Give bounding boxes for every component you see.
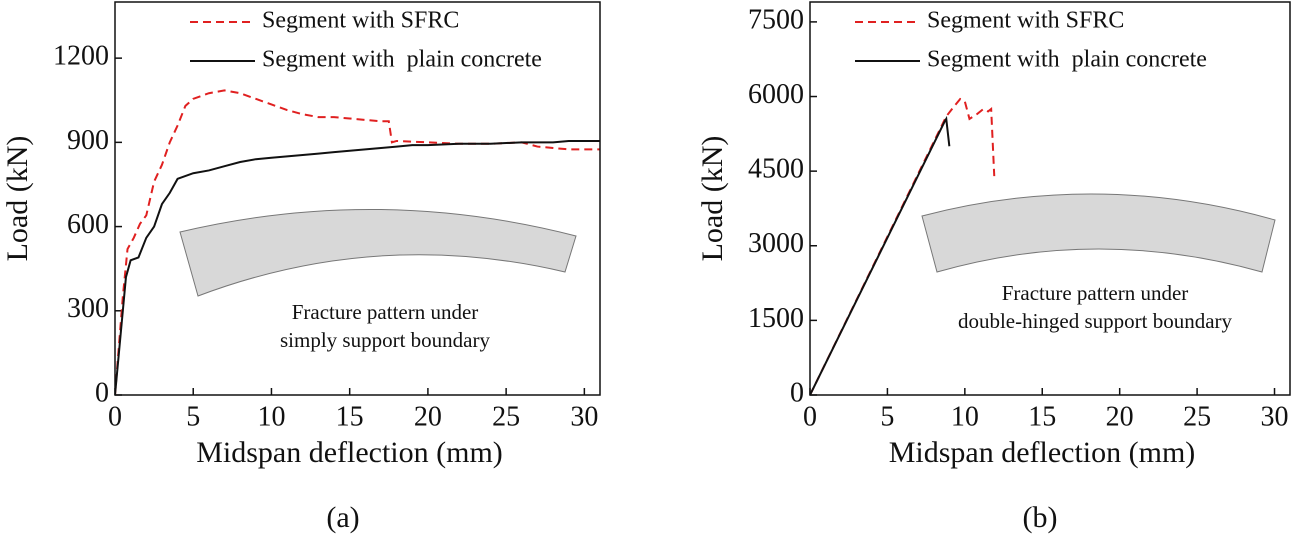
x-tick-label: 25 bbox=[492, 401, 520, 432]
x-tick-label: 20 bbox=[414, 401, 442, 432]
series-line bbox=[115, 139, 600, 395]
y-tick-label: 0 bbox=[790, 377, 804, 408]
x-tick-label: 10 bbox=[951, 401, 979, 432]
plot-frame bbox=[809, 1, 1291, 396]
annotation: simply support boundary bbox=[280, 328, 490, 352]
y-tick-label: 300 bbox=[67, 293, 109, 324]
y-tick-label: 7500 bbox=[748, 4, 804, 35]
x-tick-label: 15 bbox=[336, 401, 364, 432]
x-tick-label: 25 bbox=[1183, 401, 1211, 432]
y-axis-label: Load (kN) bbox=[696, 136, 729, 262]
x-tick-label: 5 bbox=[186, 401, 200, 432]
x-axis-label: Midspan deflection (mm) bbox=[196, 436, 503, 469]
y-axis-label: Load (kN) bbox=[1, 136, 34, 262]
beam-illustration bbox=[921, 193, 1276, 273]
x-axis-label: Midspan deflection (mm) bbox=[889, 436, 1196, 469]
y-tick-label: 0 bbox=[95, 377, 109, 408]
x-tick-label: 0 bbox=[108, 401, 122, 432]
annotation: Fracture pattern under bbox=[292, 300, 479, 324]
caption: (a) bbox=[326, 501, 359, 534]
legend-label: Segment with plain concrete bbox=[927, 47, 1207, 73]
x-tick-label: 30 bbox=[570, 401, 598, 432]
x-tick-label: 0 bbox=[803, 401, 817, 432]
legend-label: Segment with plain concrete bbox=[262, 47, 542, 73]
annotation: double-hinged support boundary bbox=[958, 309, 1233, 333]
legend-label: Segment with SFRC bbox=[927, 8, 1124, 34]
x-tick-label: 10 bbox=[257, 401, 285, 432]
plot-frame bbox=[114, 1, 601, 396]
y-tick-label: 3000 bbox=[748, 228, 804, 259]
beam-illustration bbox=[179, 208, 577, 297]
y-tick-label: 4500 bbox=[748, 154, 804, 185]
legend-label: Segment with SFRC bbox=[262, 8, 459, 34]
y-tick-label: 6000 bbox=[748, 79, 804, 110]
caption: (b) bbox=[1023, 501, 1058, 534]
y-tick-label: 600 bbox=[67, 209, 109, 240]
series-line bbox=[810, 115, 951, 395]
y-tick-label: 900 bbox=[67, 125, 109, 156]
x-tick-label: 15 bbox=[1028, 401, 1056, 432]
x-tick-label: 5 bbox=[880, 401, 894, 432]
series-line bbox=[810, 97, 996, 395]
annotation: Fracture pattern under bbox=[1002, 281, 1189, 305]
y-tick-label: 1200 bbox=[53, 41, 109, 72]
y-tick-label: 1500 bbox=[748, 303, 804, 334]
x-tick-label: 20 bbox=[1106, 401, 1134, 432]
x-tick-label: 30 bbox=[1261, 401, 1289, 432]
